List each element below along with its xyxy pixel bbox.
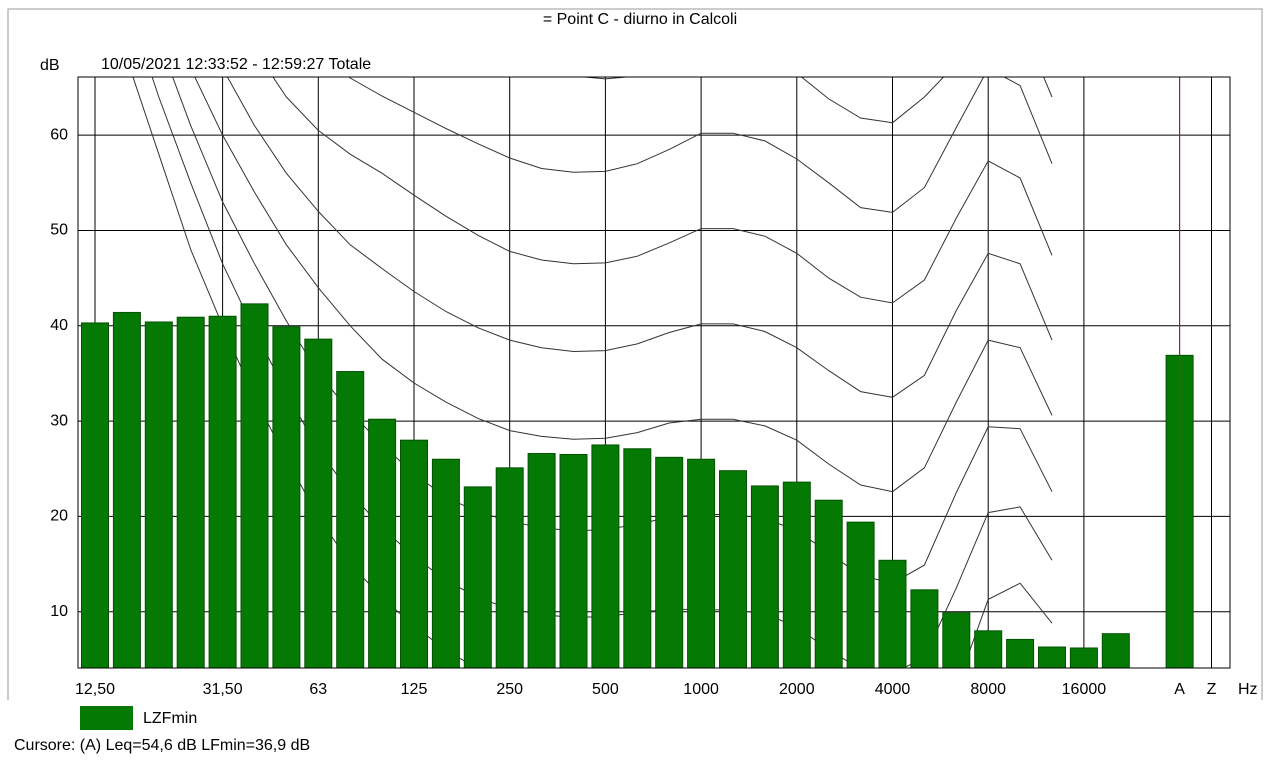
x-tick-label: 125: [401, 681, 428, 698]
bar: [1038, 646, 1066, 669]
contour-line: [272, 77, 1053, 304]
frame: [7, 8, 1263, 700]
x-tick-label: 16000: [1062, 681, 1107, 698]
bar: [240, 303, 269, 669]
chart-subtitle: 10/05/2021 12:33:52 - 12:59:27 Totale: [101, 56, 371, 73]
bar: [1101, 633, 1130, 669]
contour-line: [578, 77, 1053, 124]
bar: [942, 612, 971, 669]
contour-line: [194, 77, 1053, 493]
bar: [750, 485, 779, 669]
bar: [591, 444, 620, 669]
bar: [495, 467, 524, 669]
bar: [1006, 638, 1035, 669]
bar: [655, 456, 684, 669]
bar: [81, 322, 109, 669]
x-tick-label: 2000: [779, 681, 815, 698]
bar: [272, 326, 301, 669]
bar: [144, 321, 173, 669]
x-axis-label: Hz: [1238, 681, 1258, 698]
bar: [1069, 647, 1098, 669]
contour-line: [226, 77, 1053, 398]
bar: [623, 448, 652, 669]
y-tick-label: 20: [50, 508, 68, 525]
y-tick-label: 30: [50, 412, 68, 429]
bar: [687, 458, 716, 669]
x-tick-label: 250: [496, 681, 523, 698]
overlay: [77, 76, 1231, 669]
x-tick-label: 12,50: [75, 681, 115, 698]
bar: [974, 630, 1003, 669]
bar: [368, 418, 397, 669]
x-tick-label: 8000: [970, 681, 1006, 698]
cursor-readout: Cursore: (A) Leq=54,6 dB LFmin=36,9 dB: [14, 737, 310, 754]
legend-label: LZFmin: [143, 710, 197, 727]
y-tick-label: 50: [50, 222, 68, 239]
bar: [910, 589, 939, 669]
bar: [782, 481, 811, 669]
bar: [176, 316, 205, 669]
bar: [336, 371, 365, 669]
x-tick-label: Z: [1207, 681, 1217, 698]
bar: [304, 338, 333, 669]
bar: [719, 470, 747, 669]
plot-border: [77, 76, 1231, 669]
bar: [431, 458, 460, 669]
chart-title: = Point C - diurno in Calcoli: [543, 11, 737, 28]
y-axis-label: dB: [40, 57, 60, 74]
x-tick-label: 31,50: [203, 681, 243, 698]
x-tick-label: 4000: [875, 681, 911, 698]
bar: [208, 315, 237, 669]
contour-line: [348, 77, 1053, 213]
bar: [112, 311, 141, 669]
bar: [559, 453, 588, 669]
x-tick-label: A: [1174, 681, 1185, 698]
x-tick-label: 500: [592, 681, 619, 698]
bar: [400, 439, 428, 669]
plot-background: [78, 77, 1230, 668]
y-tick-label: 10: [50, 603, 68, 620]
y-tick-label: 60: [50, 126, 68, 143]
bar: [878, 559, 907, 669]
bar: [814, 499, 843, 669]
x-tick-label: 1000: [683, 681, 719, 698]
y-tick-label: 40: [50, 317, 68, 334]
bar: [527, 453, 556, 669]
x-tick-label: 63: [309, 681, 327, 698]
bar: [846, 521, 875, 669]
bar: [463, 486, 492, 669]
legend-swatch: [80, 706, 133, 730]
